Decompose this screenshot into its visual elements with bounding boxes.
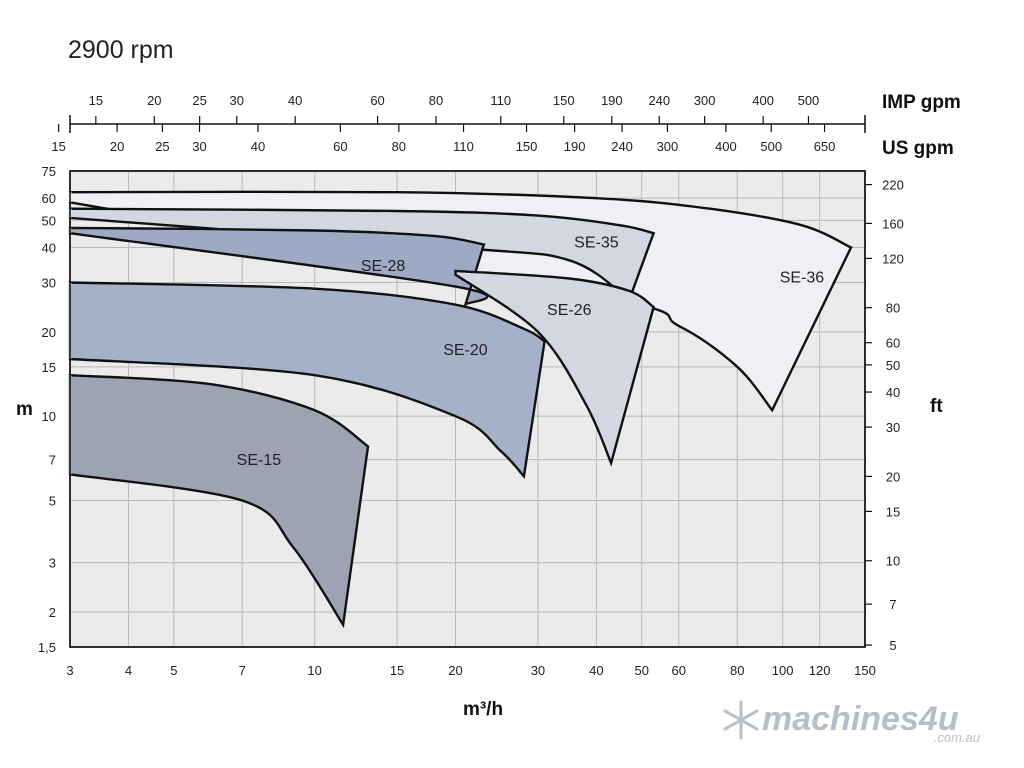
x-tick-label: 120 — [809, 663, 831, 678]
y-left-tick-label: 5 — [49, 494, 56, 509]
series-label-se-35: SE-35 — [574, 234, 619, 251]
series-label-se-26: SE-26 — [547, 302, 592, 319]
x-tick-label: 50 — [635, 663, 649, 678]
us-gpm-tick-label: 30 — [192, 139, 206, 154]
series-area-se-28 — [68, 226, 489, 308]
x-tick-label: 80 — [730, 663, 744, 678]
us-gpm-tick-label: 500 — [760, 139, 782, 154]
y-left-tick-label: 20 — [42, 325, 56, 340]
series-area-se-26 — [454, 269, 655, 467]
x-tick-label: 30 — [531, 663, 545, 678]
x-tick-label: 7 — [239, 663, 246, 678]
x-tick-label: 4 — [125, 663, 132, 678]
x-tick-label: 20 — [448, 663, 462, 678]
x-tick-label: 150 — [854, 663, 876, 678]
imp-gpm-tick-label: 110 — [490, 93, 511, 108]
y-right-tick-label: 120 — [882, 251, 904, 266]
x-tick-label: 15 — [390, 663, 404, 678]
watermark-subtext: .com.au — [934, 730, 980, 745]
y-right-tick-label: 50 — [886, 358, 900, 373]
y-right-tick-label: 220 — [882, 178, 904, 193]
imp-gpm-tick-label: 60 — [370, 93, 384, 108]
imp-gpm-tick-label: 500 — [798, 93, 820, 108]
watermark-logo: machines4u .com.au — [723, 700, 980, 745]
y-right-axis-label: ft — [930, 396, 943, 417]
y-right-tick-label: 30 — [886, 420, 900, 435]
us-gpm-tick-label: 150 — [516, 139, 538, 154]
y-right-axis-ticks: 5 7 10 15 20 30 40 50 60 80 120 160 220 — [865, 178, 904, 653]
us-gpm-tick-label: 25 — [155, 139, 169, 154]
us-gpm-tick-label: 240 — [611, 139, 633, 154]
y-right-tick-label: 160 — [882, 216, 904, 231]
series-area-se-15 — [68, 373, 370, 629]
x-axis-ticks: 3 4 5 7 10 15 20 30 40 50 60 80 100 120 150 — [66, 663, 875, 678]
us-gpm-axis: 15 20 25 30 40 60 80 110 150 190 240 300 400 500 650 — [51, 124, 835, 154]
series-label-se-20: SE-20 — [443, 342, 488, 359]
y-left-tick-label: 2 — [49, 605, 56, 620]
y-right-tick-label: 10 — [886, 554, 900, 569]
imp-gpm-tick-label: 15 — [89, 93, 103, 108]
series-label-se-28: SE-28 — [361, 258, 406, 275]
y-right-tick-label: 80 — [886, 301, 900, 316]
x-axis-label: m³/h — [463, 699, 503, 720]
y-right-tick-label: 15 — [886, 504, 900, 519]
x-tick-label: 40 — [589, 663, 603, 678]
y-left-axis-label: m — [16, 399, 33, 420]
y-left-tick-label: 7 — [49, 453, 56, 468]
x-tick-label: 5 — [170, 663, 177, 678]
x-tick-label: 60 — [672, 663, 686, 678]
us-gpm-tick-label: 190 — [564, 139, 586, 154]
series-area-se-20 — [68, 281, 546, 479]
series-areas: SE-36 SE-35 SE-28 SE-26 SE-20 SE-15 — [68, 190, 853, 629]
y-right-tick-label: 7 — [889, 597, 896, 612]
us-gpm-tick-label: 15 — [51, 139, 65, 154]
x-tick-label: 3 — [66, 663, 73, 678]
us-gpm-label: US gpm — [882, 138, 954, 159]
imp-gpm-tick-label: 80 — [429, 93, 443, 108]
imp-gpm-tick-label: 190 — [601, 93, 623, 108]
x-tick-label: 10 — [307, 663, 321, 678]
imp-gpm-tick-label: 25 — [192, 93, 206, 108]
imp-gpm-tick-label: 300 — [694, 93, 716, 108]
us-gpm-tick-label: 110 — [453, 139, 474, 154]
y-right-tick-label: 20 — [886, 469, 900, 484]
imp-gpm-label: IMP gpm — [882, 92, 961, 113]
imp-gpm-tick-label: 20 — [147, 93, 161, 108]
y-right-tick-label: 60 — [886, 336, 900, 351]
imp-gpm-tick-label: 150 — [553, 93, 575, 108]
us-gpm-tick-label: 40 — [251, 139, 265, 154]
y-left-tick-label: 15 — [42, 360, 56, 375]
plot-frame — [69, 170, 866, 648]
us-gpm-tick-label: 60 — [333, 139, 347, 154]
us-gpm-tick-label: 650 — [814, 139, 836, 154]
us-gpm-tick-label: 80 — [392, 139, 406, 154]
series-label-se-36: SE-36 — [780, 269, 825, 286]
us-gpm-tick-label: 400 — [715, 139, 737, 154]
y-left-tick-label: 10 — [42, 409, 56, 424]
y-left-tick-label: 50 — [42, 213, 56, 228]
series-label-se-15: SE-15 — [237, 452, 282, 469]
y-left-tick-label: 1,5 — [38, 640, 56, 655]
y-left-axis-ticks: 1,5 2 3 5 7 10 15 20 30 40 50 60 75 — [38, 164, 56, 655]
y-right-tick-label: 40 — [886, 385, 900, 400]
watermark-text: machines4u — [762, 700, 959, 738]
chart-title: 2900 rpm — [68, 36, 174, 64]
imp-gpm-axis: 15 20 25 30 40 60 80 110 150 190 240 300 400 500 — [69, 93, 866, 133]
imp-gpm-tick-label: 30 — [229, 93, 243, 108]
imp-gpm-tick-label: 240 — [648, 93, 670, 108]
y-left-tick-label: 40 — [42, 240, 56, 255]
us-gpm-tick-label: 20 — [110, 139, 124, 154]
imp-gpm-tick-label: 400 — [752, 93, 774, 108]
y-left-tick-label: 75 — [42, 164, 56, 179]
y-left-tick-label: 30 — [42, 275, 56, 290]
x-tick-label: 100 — [772, 663, 794, 678]
snowflake-icon — [723, 700, 759, 740]
y-left-tick-label: 60 — [42, 191, 56, 206]
y-left-tick-label: 3 — [49, 556, 56, 571]
imp-gpm-tick-label: 40 — [288, 93, 302, 108]
y-right-tick-label: 5 — [889, 638, 896, 653]
us-gpm-tick-label: 300 — [657, 139, 679, 154]
